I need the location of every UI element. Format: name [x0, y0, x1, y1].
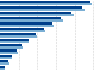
Bar: [0, 39, 29, 41]
Bar: [0, 41, 29, 43]
Bar: [0, 17, 61, 19]
Bar: [0, 62, 9, 65]
Bar: [0, 12, 71, 14]
Bar: [0, 68, 5, 70]
Bar: [0, 23, 52, 25]
Bar: [0, 60, 8, 62]
Bar: [0, 49, 17, 52]
Bar: [0, 30, 45, 32]
Bar: [0, 55, 12, 57]
Bar: [0, 66, 5, 68]
Bar: [0, 57, 12, 59]
Bar: [0, 28, 44, 30]
Bar: [0, 52, 18, 54]
Bar: [0, 9, 85, 11]
Bar: [0, 25, 54, 27]
Bar: [0, 44, 22, 46]
Bar: [0, 36, 37, 38]
Bar: [0, 46, 23, 48]
Bar: [0, 3, 92, 5]
Bar: [0, 14, 74, 16]
Bar: [0, 19, 63, 22]
Bar: [0, 6, 82, 9]
Bar: [0, 1, 90, 3]
Bar: [0, 33, 36, 36]
